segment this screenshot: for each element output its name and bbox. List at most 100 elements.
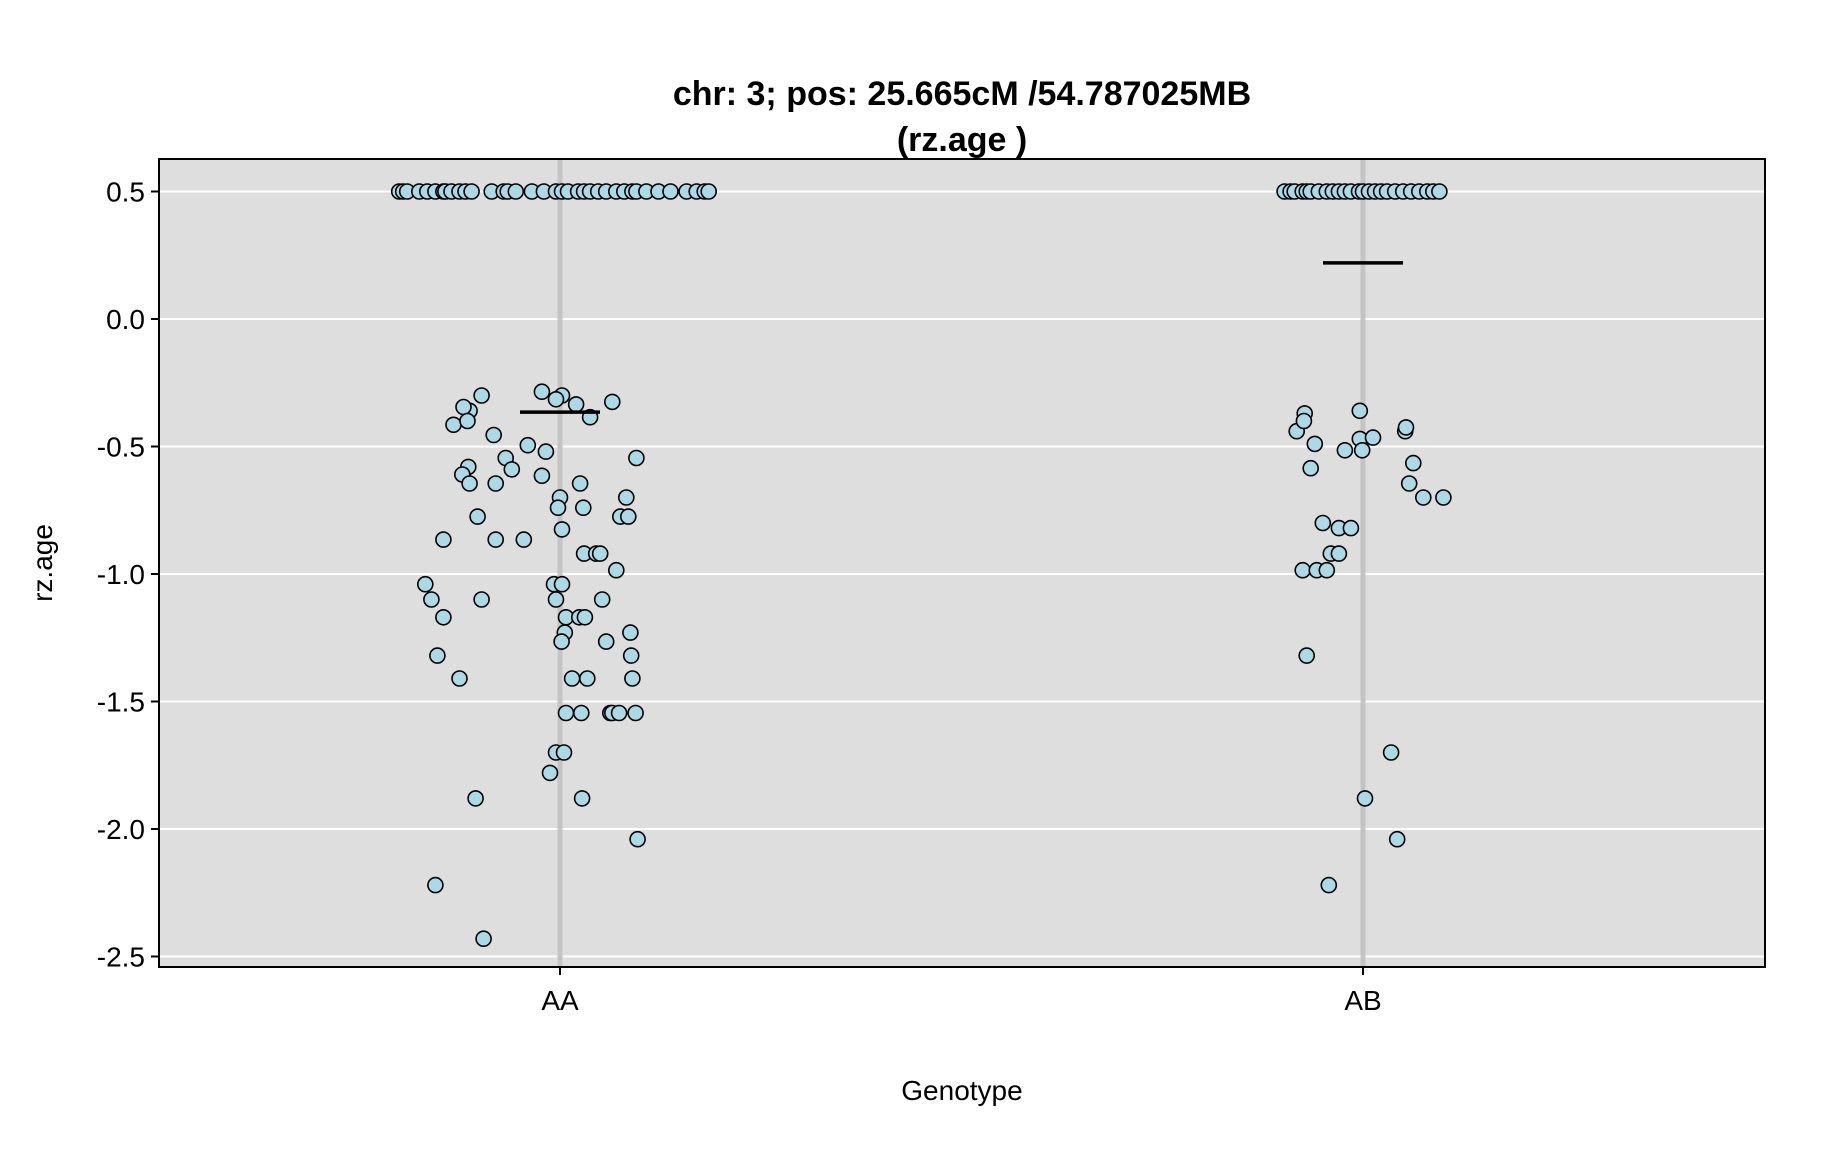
data-point — [519, 436, 537, 454]
data-point — [1388, 830, 1406, 848]
data-point — [435, 531, 452, 548]
y-axis-ticks: 0.5 0.0 -0.5 -1.0 -1.5 -2.0 -2.5 — [97, 177, 159, 973]
y-axis-title: rz.age — [27, 524, 58, 602]
data-point — [1342, 519, 1360, 537]
data-point — [624, 670, 641, 687]
data-point — [451, 670, 468, 687]
y-tick-label: -1.0 — [97, 559, 145, 590]
data-point — [463, 183, 480, 200]
data-point — [571, 475, 589, 492]
data-point — [1298, 647, 1315, 664]
data-point — [1318, 561, 1336, 579]
data-point — [628, 449, 645, 467]
data-point — [619, 508, 637, 525]
data-point — [563, 670, 581, 687]
x-tick-label: AB — [1344, 985, 1381, 1016]
data-point — [591, 545, 609, 562]
data-point — [1351, 402, 1369, 420]
data-point — [597, 633, 615, 650]
plot-panel — [159, 159, 1765, 967]
y-tick-label: -1.5 — [97, 687, 145, 718]
data-point — [487, 531, 505, 548]
data-point — [662, 183, 679, 200]
gridlines — [159, 190, 1765, 958]
data-point — [557, 704, 575, 722]
data-point — [1431, 183, 1448, 200]
data-point — [537, 443, 555, 460]
data-point — [603, 393, 621, 411]
data-point — [1353, 441, 1371, 459]
data-point — [700, 183, 718, 200]
data-point — [461, 475, 478, 492]
data-point — [429, 647, 446, 664]
data-point — [1382, 744, 1400, 761]
data-point — [1356, 790, 1374, 807]
data-point — [572, 704, 590, 722]
y-tick-label: -2.0 — [97, 814, 145, 845]
data-point — [1294, 561, 1311, 579]
data-point — [547, 591, 565, 608]
data-point — [1295, 412, 1313, 430]
data-point — [423, 591, 440, 608]
data-point — [555, 744, 573, 761]
data-point — [485, 426, 503, 444]
data-point — [445, 416, 462, 434]
data-point — [578, 670, 596, 687]
data-point — [576, 608, 594, 626]
y-tick-label: 0.5 — [106, 177, 145, 208]
data-point — [574, 499, 592, 517]
data-point — [1330, 545, 1348, 562]
data-point — [473, 387, 490, 404]
y-tick-label: 0.0 — [106, 304, 145, 335]
data-point — [1400, 475, 1418, 492]
data-point — [473, 591, 490, 608]
y-tick-label: -2.5 — [97, 942, 145, 973]
x-axis-title: Genotype — [901, 1075, 1022, 1106]
data-point — [567, 396, 585, 413]
data-point — [435, 608, 452, 626]
data-point — [1397, 419, 1415, 436]
data-point — [629, 830, 646, 848]
data-point — [507, 183, 525, 200]
data-point — [416, 575, 434, 593]
data-point — [622, 647, 640, 664]
x-axis-ticks: AA AB — [541, 967, 1382, 1016]
data-points — [390, 183, 1452, 948]
category-lines — [557, 159, 1366, 967]
x-tick-label: AA — [541, 985, 579, 1016]
data-point — [622, 624, 639, 641]
data-point — [467, 790, 484, 807]
data-point — [547, 390, 565, 408]
data-point — [1435, 489, 1452, 506]
data-point — [573, 790, 591, 807]
data-point — [1405, 454, 1422, 472]
data-point — [1320, 876, 1338, 894]
data-point — [487, 475, 505, 492]
data-point — [541, 764, 559, 782]
data-point — [533, 467, 551, 485]
mean-lines — [520, 261, 1403, 414]
data-point — [459, 412, 476, 430]
data-point — [1314, 514, 1332, 532]
data-point — [617, 489, 635, 506]
data-point — [610, 704, 628, 722]
data-point — [427, 876, 444, 894]
data-point — [1364, 429, 1382, 446]
data-point — [553, 521, 571, 538]
data-point — [1302, 459, 1319, 477]
data-point — [469, 508, 486, 525]
data-point — [1306, 435, 1324, 453]
data-point — [627, 704, 644, 722]
data-point — [1336, 441, 1354, 459]
data-point — [553, 575, 571, 593]
chart-title: chr: 3; pos: 25.665cM /54.787025MB — [673, 75, 1251, 113]
data-point — [553, 633, 570, 650]
data-point — [549, 499, 567, 517]
data-point — [533, 383, 551, 401]
data-point — [455, 398, 472, 416]
data-point — [475, 930, 492, 948]
data-point — [1415, 489, 1432, 506]
plot-border — [158, 158, 1766, 968]
chart-subtitle: (rz.age ) — [897, 121, 1027, 159]
